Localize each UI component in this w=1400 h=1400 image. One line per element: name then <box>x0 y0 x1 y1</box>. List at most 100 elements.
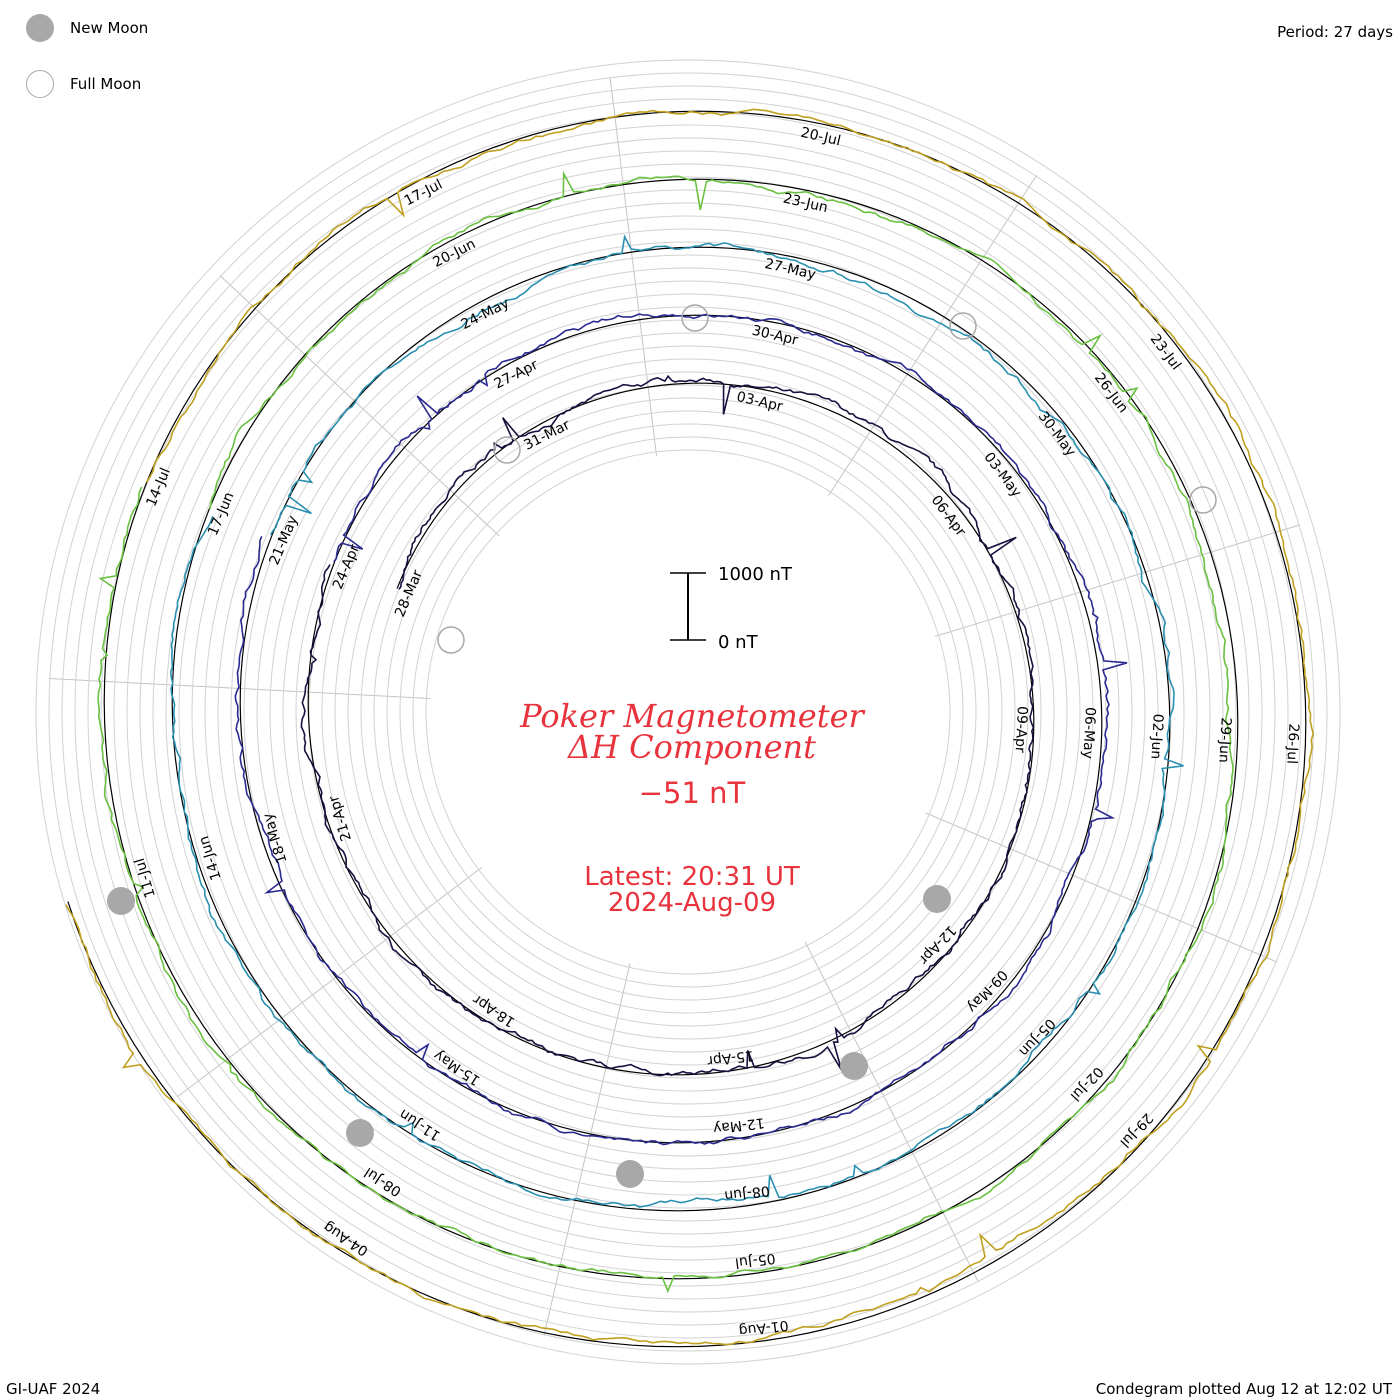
date-label: 01-Aug <box>738 1317 789 1339</box>
date-label: 11-Jul <box>132 856 159 899</box>
full-moon-marker <box>437 626 465 654</box>
baseline-ring <box>171 246 1171 1212</box>
new-moon-marker <box>840 1052 868 1080</box>
date-label: 24-Apr <box>330 542 363 592</box>
date-label: 08-Jun <box>723 1182 770 1203</box>
spoke-line <box>219 275 500 537</box>
date-label: 05-Jun <box>1015 1015 1058 1059</box>
grid-ring <box>100 124 1276 1300</box>
grid-ring <box>178 202 1198 1222</box>
grid-ring <box>334 358 1042 1066</box>
spoke-line <box>925 812 1278 963</box>
grid-ring <box>217 241 1159 1183</box>
trace-1 <box>300 374 1035 1077</box>
title-line-1: Poker Magnetometer <box>519 697 865 735</box>
full-moon-marker <box>493 436 521 464</box>
center-title: Poker Magnetometer ΔH Component −51 nT L… <box>519 697 865 918</box>
baseline-ring <box>307 382 1035 1076</box>
date-label: 05-Jul <box>734 1250 776 1271</box>
latest-time: Latest: 20:31 UT <box>584 862 800 892</box>
grid-ring <box>269 293 1107 1131</box>
new-moon-marker <box>107 887 135 915</box>
grid-ring <box>61 85 1315 1339</box>
new-moon-marker <box>616 1160 644 1188</box>
grid-ring <box>139 163 1237 1261</box>
grid-ring <box>412 436 964 988</box>
date-label: 20-Jul <box>799 125 842 150</box>
full-moon-marker <box>1189 486 1217 514</box>
date-label: 12-May <box>712 1114 765 1136</box>
new-moon-marker <box>346 1119 374 1147</box>
full-moon-marker <box>949 312 977 340</box>
grid-ring <box>230 254 1146 1170</box>
new-moon-marker <box>923 885 951 913</box>
grid-ring <box>113 137 1263 1287</box>
grid-ring <box>425 449 951 975</box>
full-moon-label: Full Moon <box>70 75 142 93</box>
baseline-ring <box>103 178 1239 1280</box>
grid-ring <box>347 371 1029 1053</box>
grid-ring <box>74 98 1302 1326</box>
date-label: 18-Apr <box>470 991 518 1030</box>
date-label: 29-Jun <box>1215 717 1233 763</box>
date-label: 14-Jul <box>143 466 174 510</box>
latest-date: 2024-Aug-09 <box>608 888 776 918</box>
date-label: 09-Apr <box>1012 706 1030 754</box>
grid-ring <box>191 215 1185 1209</box>
credit-label: GI-UAF 2024 <box>6 1380 101 1398</box>
trace-2 <box>234 313 1128 1146</box>
legend-new-moon: New Moon <box>26 14 148 42</box>
date-label: 15-Apr <box>706 1047 755 1069</box>
date-label: 24-May <box>459 295 512 333</box>
grid-ring <box>360 384 1016 1040</box>
scale-bar: 1000 nT 0 nT <box>670 564 793 653</box>
date-label: 18-May <box>260 811 290 865</box>
grid-ring <box>295 319 1081 1105</box>
scale-bottom-label: 0 nT <box>718 632 759 653</box>
grid-ring <box>165 189 1211 1235</box>
date-label: 31-Mar <box>521 417 572 454</box>
baseline-ring <box>239 314 1103 1144</box>
spoke-line <box>804 941 979 1283</box>
plot-timestamp: Condegram plotted Aug 12 at 12:02 UT <box>1095 1380 1392 1398</box>
full-moon-marker <box>681 304 709 332</box>
new-moon-icon <box>26 14 54 42</box>
spoke-line <box>828 174 1037 496</box>
grid-ring <box>35 59 1341 1365</box>
date-label: 21-Apr <box>326 793 355 843</box>
date-label: 02-Jun <box>1147 713 1165 759</box>
date-label: 04-Aug <box>321 1218 372 1259</box>
baseline-ring <box>67 110 1307 1348</box>
full-moon-icon <box>26 70 54 98</box>
date-label: 06-May <box>1079 707 1098 760</box>
data-traces <box>65 108 1315 1346</box>
scale-top-label: 1000 nT <box>718 564 793 585</box>
trace-4 <box>97 170 1234 1294</box>
grid-ring <box>126 150 1250 1274</box>
date-label: 26-Jul <box>1283 723 1301 764</box>
trace-3 <box>169 234 1184 1208</box>
grid-ring <box>399 423 977 1001</box>
grid-ring <box>373 397 1003 1027</box>
title-line-2: ΔH Component <box>566 728 816 766</box>
new-moon-label: New Moon <box>70 19 149 37</box>
spoke-lines <box>48 76 1301 1336</box>
date-label: 17-Jun <box>205 490 238 538</box>
current-value: −51 nT <box>639 776 746 810</box>
moon-markers <box>107 304 1217 1188</box>
grid-ring <box>243 267 1133 1157</box>
spoke-line <box>543 963 631 1336</box>
date-label: 29-Jul <box>1116 1110 1155 1151</box>
legend-full-moon: Full Moon <box>26 70 141 98</box>
date-label: 27-Apr <box>492 357 541 393</box>
period-label: Period: 27 days <box>1277 23 1393 41</box>
baseline-spiral <box>67 110 1307 1348</box>
grid-ring <box>152 176 1224 1248</box>
trace-5 <box>65 108 1315 1346</box>
grid-ring <box>321 345 1055 1079</box>
date-label: 21-May <box>266 513 301 567</box>
spoke-line <box>934 524 1301 638</box>
grid-ring <box>48 72 1328 1352</box>
date-label: 08-Jul <box>362 1164 405 1200</box>
